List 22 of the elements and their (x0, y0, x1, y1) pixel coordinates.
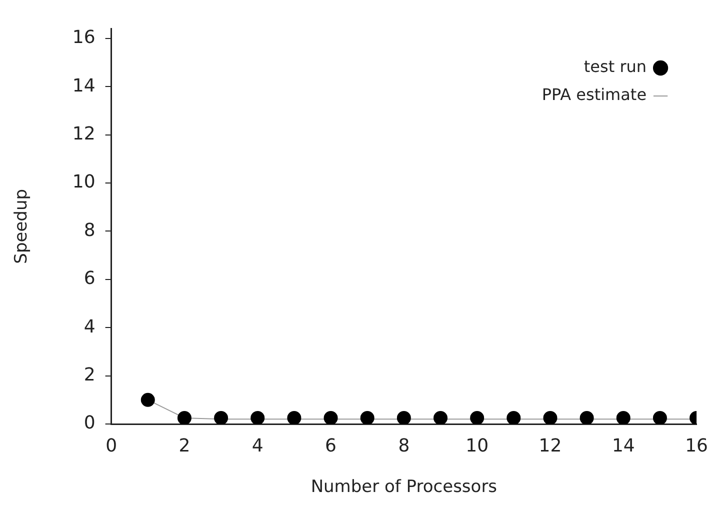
x-tick-label: 4 (252, 435, 264, 456)
x-tick-label: 10 (466, 435, 489, 456)
x-tick-label: 8 (398, 435, 410, 456)
x-tick-label: 16 (685, 435, 708, 456)
y-tick-label: 10 (72, 172, 96, 193)
y-axis-title: Speedup (12, 188, 32, 264)
x-tick-label: 14 (612, 435, 635, 456)
y-tick-label: 2 (84, 364, 96, 386)
x-axis-title: Number of Processors (310, 477, 498, 498)
legend-label: PPA estimate (542, 85, 647, 104)
y-tick-label: 4 (84, 316, 96, 338)
x-tick-label: 0 (106, 435, 118, 456)
y-tick-label: 14 (72, 75, 96, 96)
x-tick-label: 6 (325, 435, 336, 456)
y-tick-label: 6 (84, 268, 96, 290)
y-tick-label: 16 (72, 27, 96, 48)
x-tick-label: 2 (178, 435, 190, 456)
x-tick-label: 12 (538, 435, 562, 456)
y-tick-label: 8 (84, 220, 96, 241)
legend-label: test run (584, 57, 647, 76)
y-tick-label: 12 (72, 124, 96, 144)
y-tick-label: 0 (84, 412, 96, 434)
